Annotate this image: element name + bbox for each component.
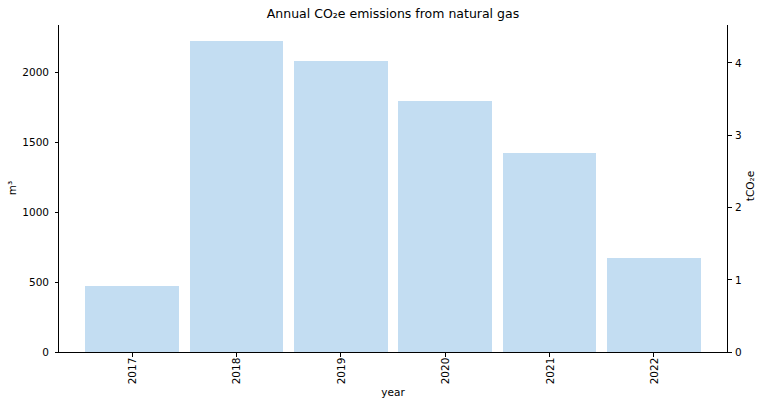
y-right-tickmark-1 — [728, 279, 732, 280]
y-right-tickmark-2 — [728, 207, 732, 208]
y-left-tickmark-2000 — [55, 72, 59, 73]
x-ticklabel-2020: 2020 — [439, 358, 451, 385]
bar-2017 — [85, 286, 179, 352]
y-right-ticklabel-2: 2 — [735, 201, 742, 213]
x-tickmark-2019 — [340, 353, 341, 357]
y-right-ticklabel-3: 3 — [735, 129, 742, 141]
y-right-tickmark-4 — [728, 62, 732, 63]
x-axis-label: year — [59, 386, 727, 398]
y-left-tickmark-500 — [55, 282, 59, 283]
x-tickmark-2018 — [236, 353, 237, 357]
x-tickmark-2020 — [445, 353, 446, 357]
y-left-ticklabel-500: 500 — [29, 276, 49, 288]
x-tickmark-2022 — [653, 353, 654, 357]
y-left-ticklabel-1500: 1500 — [22, 136, 49, 148]
y-left-tickmark-1000 — [55, 212, 59, 213]
y-left-tickmark-0 — [55, 352, 59, 353]
y-right-tickmark-0 — [728, 352, 732, 353]
x-axis-spine — [58, 352, 728, 353]
x-ticklabel-2017: 2017 — [126, 358, 138, 385]
bar-2018 — [190, 41, 284, 352]
y-left-ticklabel-1000: 1000 — [22, 206, 49, 218]
chart-title: Annual CO₂e emissions from natural gas — [59, 6, 727, 21]
x-ticklabel-2022: 2022 — [648, 358, 660, 385]
x-tickmark-2017 — [132, 353, 133, 357]
bar-2022 — [607, 258, 701, 352]
y-right-ticklabel-0: 0 — [735, 346, 742, 358]
y-right-ticklabel-1: 1 — [735, 274, 742, 286]
x-ticklabel-2018: 2018 — [230, 358, 242, 385]
bar-2020 — [398, 101, 492, 352]
y-axis-label-left: m³ — [6, 181, 18, 195]
bar-2019 — [294, 61, 388, 352]
y-left-ticklabel-0: 0 — [42, 346, 49, 358]
x-ticklabel-2019: 2019 — [335, 358, 347, 385]
x-tickmark-2021 — [549, 353, 550, 357]
y-right-ticklabel-4: 4 — [735, 57, 742, 69]
y-left-ticklabel-2000: 2000 — [22, 66, 49, 78]
y-axis-right-spine — [727, 25, 728, 353]
bar-2021 — [503, 153, 597, 352]
y-axis-left-spine — [58, 25, 59, 353]
x-ticklabel-2021: 2021 — [544, 358, 556, 385]
y-right-tickmark-3 — [728, 135, 732, 136]
y-left-tickmark-1500 — [55, 142, 59, 143]
chart-figure: Annual CO₂e emissions from natural gas 0… — [0, 0, 765, 405]
y-axis-label-right: tCO₂e — [744, 171, 756, 201]
